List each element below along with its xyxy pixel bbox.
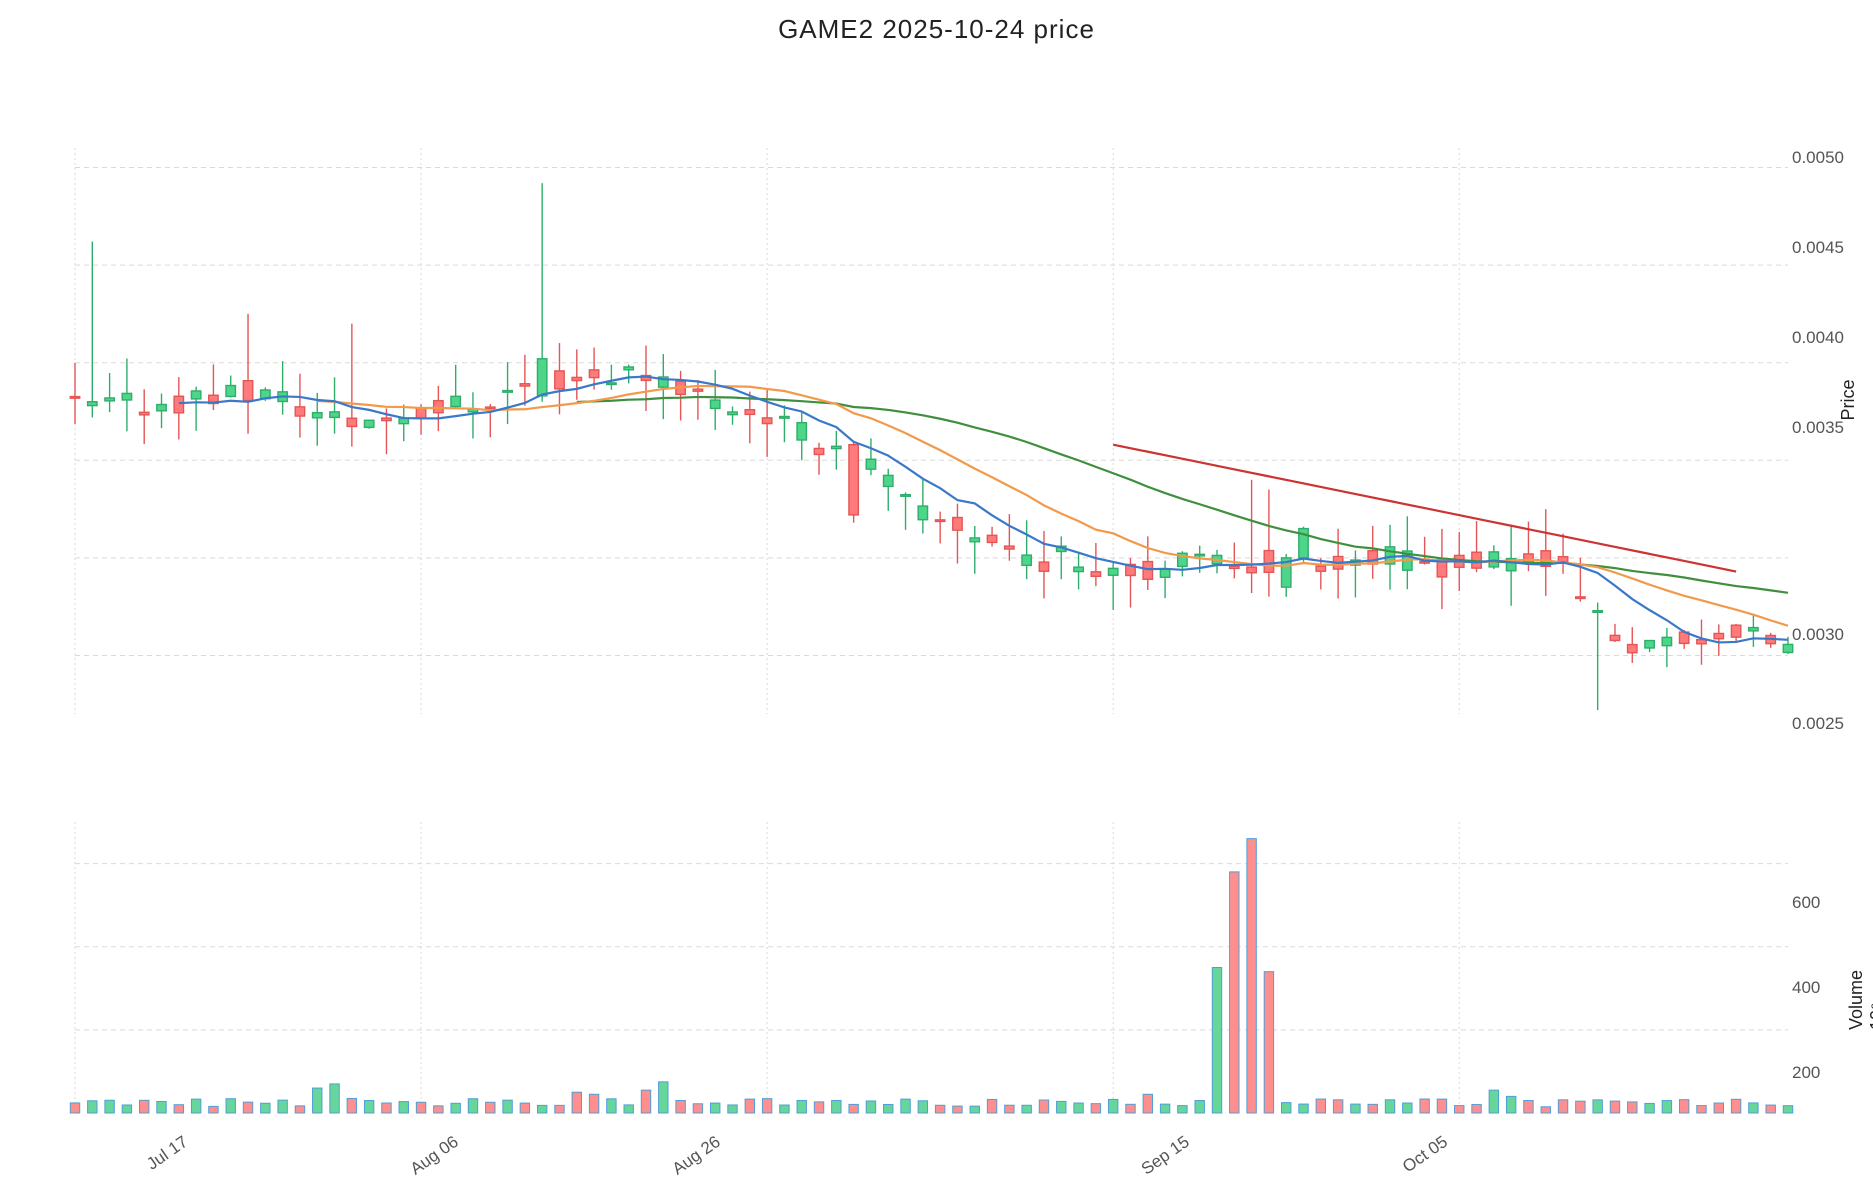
chart-root: GAME2 2025-10-24 price Price Volume 10⁶ … (0, 0, 1873, 1202)
chart-svg[interactable] (0, 0, 1873, 1202)
